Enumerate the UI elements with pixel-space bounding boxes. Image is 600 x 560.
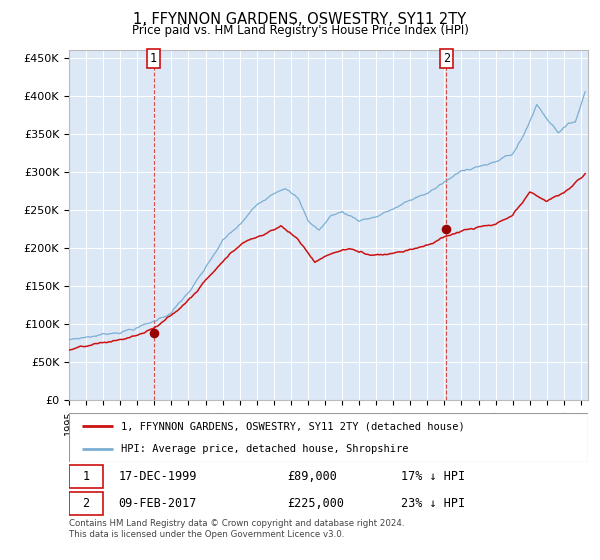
Text: 1, FFYNNON GARDENS, OSWESTRY, SY11 2TY: 1, FFYNNON GARDENS, OSWESTRY, SY11 2TY xyxy=(133,12,467,27)
Text: 17-DEC-1999: 17-DEC-1999 xyxy=(118,470,197,483)
Text: 1, FFYNNON GARDENS, OSWESTRY, SY11 2TY (detached house): 1, FFYNNON GARDENS, OSWESTRY, SY11 2TY (… xyxy=(121,421,464,431)
Point xyxy=(149,328,158,337)
Text: HPI: Average price, detached house, Shropshire: HPI: Average price, detached house, Shro… xyxy=(121,444,409,454)
Text: 2: 2 xyxy=(82,497,89,510)
Text: 1: 1 xyxy=(150,52,157,65)
Text: 23% ↓ HPI: 23% ↓ HPI xyxy=(401,497,465,510)
Point xyxy=(442,225,451,234)
Bar xyxy=(69,465,103,488)
Bar xyxy=(69,492,103,515)
Text: Price paid vs. HM Land Registry's House Price Index (HPI): Price paid vs. HM Land Registry's House … xyxy=(131,24,469,36)
Text: 2: 2 xyxy=(443,52,450,65)
Text: £89,000: £89,000 xyxy=(287,470,337,483)
Text: 09-FEB-2017: 09-FEB-2017 xyxy=(118,497,197,510)
Text: 17% ↓ HPI: 17% ↓ HPI xyxy=(401,470,465,483)
Text: 1: 1 xyxy=(82,470,89,483)
Text: Contains HM Land Registry data © Crown copyright and database right 2024.
This d: Contains HM Land Registry data © Crown c… xyxy=(69,519,404,539)
Text: £225,000: £225,000 xyxy=(287,497,344,510)
